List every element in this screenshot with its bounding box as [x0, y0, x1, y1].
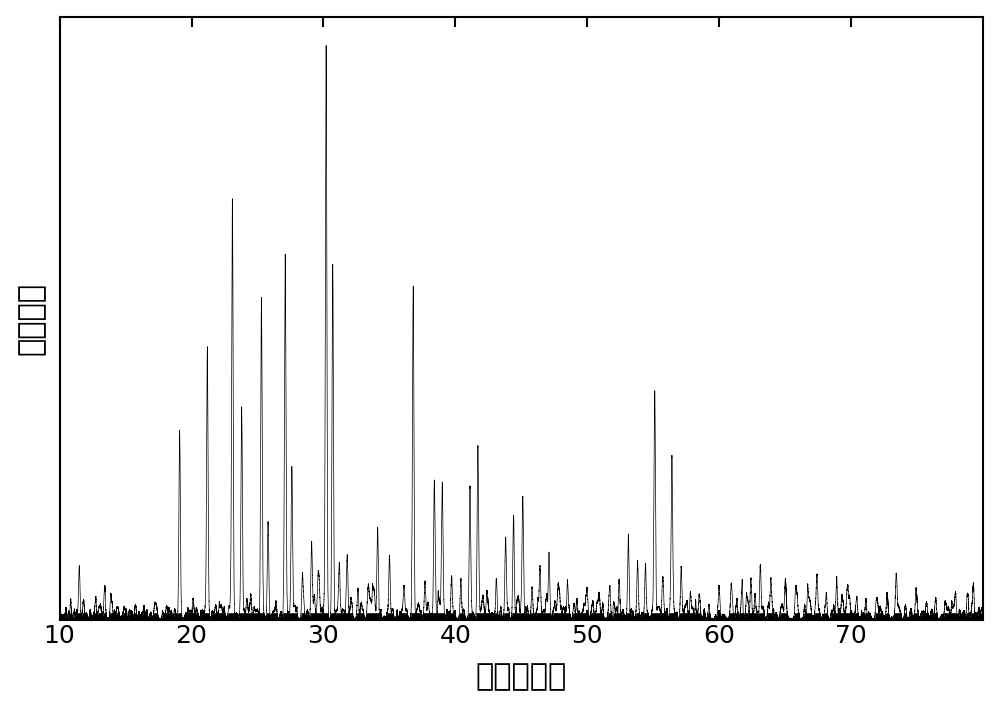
- X-axis label: 角度（度）: 角度（度）: [476, 662, 567, 691]
- Y-axis label: 相对强度: 相对强度: [17, 282, 46, 355]
